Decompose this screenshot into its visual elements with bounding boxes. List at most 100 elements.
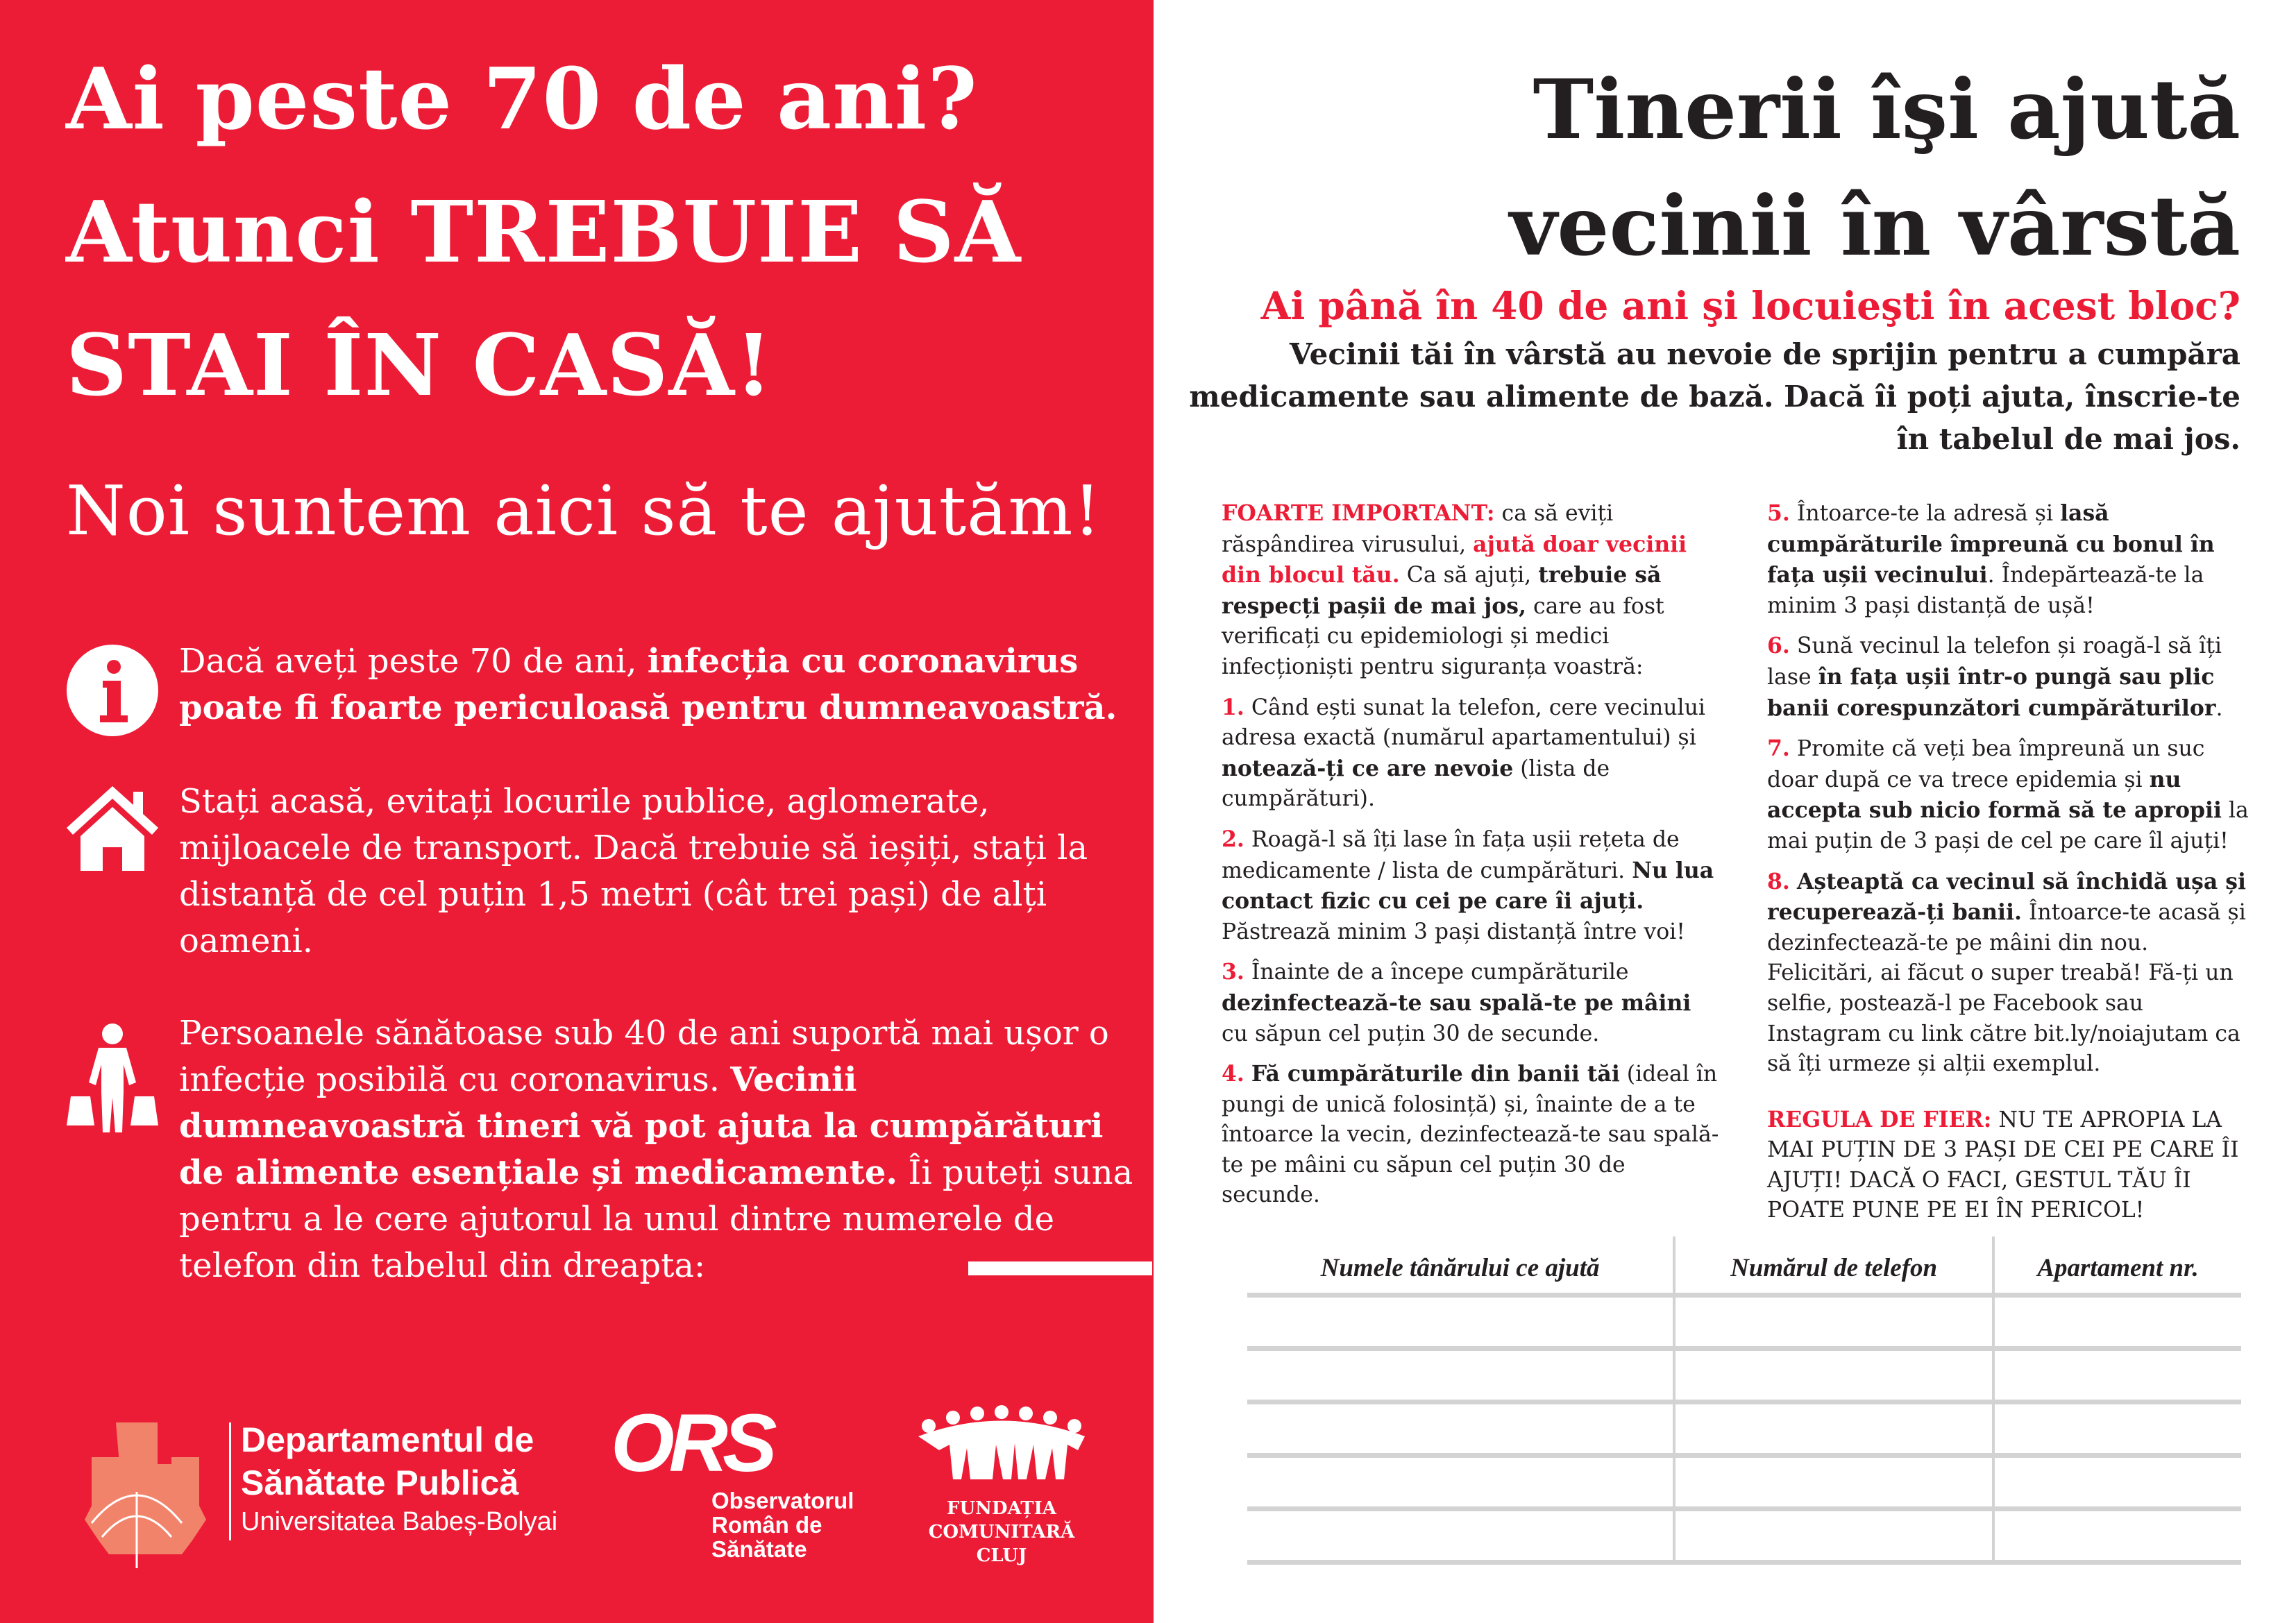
table-cell[interactable] bbox=[1673, 1295, 1994, 1351]
text: ca să eviți răspândirea virusului, bbox=[1222, 501, 1614, 557]
info-item-2: Stați acasă, evitați locurile publice, a… bbox=[179, 779, 1137, 965]
table-cell[interactable] bbox=[1673, 1348, 1994, 1404]
highlight-text: 8. bbox=[1767, 868, 1790, 894]
ors-mark: ORS bbox=[611, 1397, 777, 1489]
table-cell[interactable] bbox=[1992, 1295, 2241, 1351]
dsp-line-3: Universitatea Babeș-Bolyai bbox=[241, 1507, 558, 1536]
highlight-text: FOARTE IMPORTANT: bbox=[1222, 500, 1495, 526]
highlight-text: 3. bbox=[1222, 959, 1244, 985]
castle-logo-icon bbox=[85, 1422, 206, 1568]
col2-paragraph: 7. Promite că veți bea împreună un suc d… bbox=[1767, 733, 2253, 856]
bold-text: Așteaptă ca vecinul să închidă ușa și re… bbox=[1767, 868, 2246, 926]
text: Întoarce-te acasă și dezinfectează-te pe… bbox=[1767, 900, 2246, 1077]
table-cell[interactable] bbox=[1992, 1348, 2241, 1404]
highlight-text: 5. bbox=[1767, 500, 1790, 526]
instructions-column-2: 5. Întoarce-te la adresă și lasă cumpără… bbox=[1767, 498, 2253, 1236]
column-header: Apartament nr. bbox=[1992, 1237, 2241, 1298]
text: Roagă-l să îți lase în fața ușii rețeta … bbox=[1222, 826, 1680, 883]
text: Întoarce-te la adresă și bbox=[1789, 501, 2061, 526]
volunteer-table: Numele tânărului ce ajută Numărul de tele… bbox=[1247, 1237, 2241, 1565]
dsp-line-2: Sănătate Publică bbox=[241, 1463, 519, 1502]
col1-paragraph: 2. Roagă-l să îți lase în fața ușii rețe… bbox=[1222, 824, 1721, 947]
text bbox=[1244, 1062, 1251, 1087]
text: NU TE APROPIA LA MAI PUȚIN DE 3 PAȘI DE … bbox=[1767, 1107, 2239, 1223]
col1-paragraph: FOARTE IMPORTANT: ca să eviți răspândire… bbox=[1222, 498, 1721, 683]
table-cell[interactable] bbox=[1247, 1455, 1675, 1511]
text: Stați acasă, evitați locurile publice, a… bbox=[179, 782, 1088, 960]
bold-text: lasă cumpărăturile împreună cu bonul în … bbox=[1767, 500, 2215, 588]
text: . bbox=[2215, 695, 2223, 721]
text: Promite că veți bea împreună un suc doar… bbox=[1767, 736, 2205, 792]
table-cell[interactable] bbox=[1673, 1509, 1994, 1565]
table-cell[interactable] bbox=[1992, 1402, 2241, 1458]
dsp-line-1: Departamentul de bbox=[241, 1420, 534, 1459]
text: Îi puteți suna pentru a le cere ajutorul… bbox=[179, 1153, 1133, 1285]
table-row bbox=[1247, 1509, 2241, 1565]
table-cell[interactable] bbox=[1247, 1509, 1675, 1565]
ors-line-3: Sănătate bbox=[711, 1536, 807, 1562]
text: . Îndepărtează-te la minim 3 pași distan… bbox=[1767, 563, 2204, 618]
highlight-text: 6. bbox=[1767, 633, 1790, 659]
right-title-line-2: vecinii în vârstă bbox=[1509, 178, 2240, 274]
column-header: Numărul de telefon bbox=[1673, 1237, 1994, 1298]
table-cell[interactable] bbox=[1247, 1295, 1675, 1351]
text: Păstrează minim 3 pași distanță între vo… bbox=[1222, 919, 1685, 944]
table-cell[interactable] bbox=[1992, 1509, 2241, 1565]
table-row bbox=[1247, 1295, 2241, 1351]
bold-text: Vecinii dumneavoastră tineri vă pot ajut… bbox=[179, 1060, 1104, 1192]
bold-text: Fă cumpărăturile din banii tăi bbox=[1251, 1061, 1620, 1087]
highlight-text: ajută doar vecinii din blocul tău. bbox=[1222, 531, 1687, 588]
highlight-text: 1. bbox=[1222, 694, 1244, 720]
table-row bbox=[1247, 1348, 2241, 1404]
highlight-text: 4. bbox=[1222, 1061, 1244, 1087]
col1-paragraph: 3. Înainte de a începe cumpărăturile dez… bbox=[1222, 957, 1721, 1049]
text: Ca să ajuți, bbox=[1399, 563, 1539, 588]
title-line-3: STAI ÎN CASĂ! bbox=[66, 315, 773, 415]
people-logo-icon bbox=[918, 1405, 1085, 1479]
bold-text: dezinfectează-te sau spală-te pe mâini bbox=[1222, 989, 1691, 1016]
right-title-line-1: Tinerii îşi ajută bbox=[1533, 61, 2240, 158]
bold-text: Nu lua contact fizic cu cei pe care îi a… bbox=[1222, 857, 1714, 915]
arrow-line bbox=[968, 1261, 1176, 1275]
table-cell[interactable] bbox=[1247, 1348, 1675, 1404]
col2-paragraph: REGULA DE FIER: NU TE APROPIA LA MAI PUȚ… bbox=[1767, 1105, 2253, 1226]
title-line-1: Ai peste 70 de ani? bbox=[66, 49, 978, 148]
question: Ai până în 40 de ani şi locuieşti în ace… bbox=[1260, 283, 2240, 328]
table-row bbox=[1247, 1455, 2241, 1511]
table-row bbox=[1247, 1402, 2241, 1458]
text: Dacă aveți peste 70 de ani, bbox=[179, 642, 648, 681]
table-cell[interactable] bbox=[1673, 1402, 1994, 1458]
table-cell[interactable] bbox=[1673, 1455, 1994, 1511]
info-item-1: Dacă aveți peste 70 de ani, infecția cu … bbox=[179, 638, 1137, 731]
bold-text: notează-ți ce are nevoie bbox=[1222, 755, 1514, 781]
intro-line-3: în tabelul de mai jos. bbox=[1896, 422, 2240, 456]
text: Când ești sunat la telefon, cere vecinul… bbox=[1222, 695, 1705, 751]
col2-paragraph: 5. Întoarce-te la adresă și lasă cumpără… bbox=[1767, 498, 2253, 621]
table-cell[interactable] bbox=[1992, 1455, 2241, 1511]
column-header: Numele tânărului ce ajută bbox=[1247, 1237, 1675, 1298]
ors-logo: ORS Observatorul Român de Sănătate bbox=[611, 1397, 854, 1572]
ors-line-1: Observatorul bbox=[711, 1488, 854, 1513]
intro-line-2: medicamente sau alimente de bază. Dacă î… bbox=[1189, 380, 2240, 414]
text: la mai puțin de 3 pași de cel pe care îl… bbox=[1767, 798, 2249, 853]
highlight-text: REGULA DE FIER: bbox=[1767, 1106, 1992, 1132]
text: cu săpun cel puțin 30 de secunde. bbox=[1222, 1021, 1600, 1046]
fcc-line-3: CLUJ bbox=[976, 1545, 1027, 1566]
text: care au fost verificați cu epidemiologi … bbox=[1222, 593, 1664, 679]
dsp-logo: Departamentul de Sănătate Publică Univer… bbox=[64, 1409, 564, 1568]
table-header-row: Numele tânărului ce ajută Numărul de tele… bbox=[1247, 1237, 2241, 1298]
info-item-3: Persoanele sănătoase sub 40 de ani supor… bbox=[179, 1010, 1137, 1289]
text bbox=[1790, 869, 1797, 894]
left-panel: Ai peste 70 de ani? Atunci TREBUIE SĂ ST… bbox=[0, 0, 1154, 1623]
shopping-person-icon bbox=[67, 1023, 158, 1132]
instructions-column-1: FOARTE IMPORTANT: ca să eviți răspândire… bbox=[1222, 498, 1721, 1221]
col2-paragraph: 6. Sună vecinul la telefon și roagă-l să… bbox=[1767, 631, 2253, 724]
text: Sună vecinul la telefon și roagă-l să îț… bbox=[1767, 634, 2222, 690]
house-icon bbox=[67, 786, 158, 871]
text: (ideal în pungi de unică folosință) și, … bbox=[1222, 1062, 1719, 1208]
col1-paragraph: 4. Fă cumpărăturile din banii tăi (ideal… bbox=[1222, 1059, 1721, 1211]
table-cell[interactable] bbox=[1247, 1402, 1675, 1458]
highlight-text: 7. bbox=[1767, 736, 1790, 762]
fcc-line-1: FUNDAȚIA bbox=[947, 1498, 1056, 1519]
text: Persoanele sănătoase sub 40 de ani supor… bbox=[179, 1014, 1109, 1099]
